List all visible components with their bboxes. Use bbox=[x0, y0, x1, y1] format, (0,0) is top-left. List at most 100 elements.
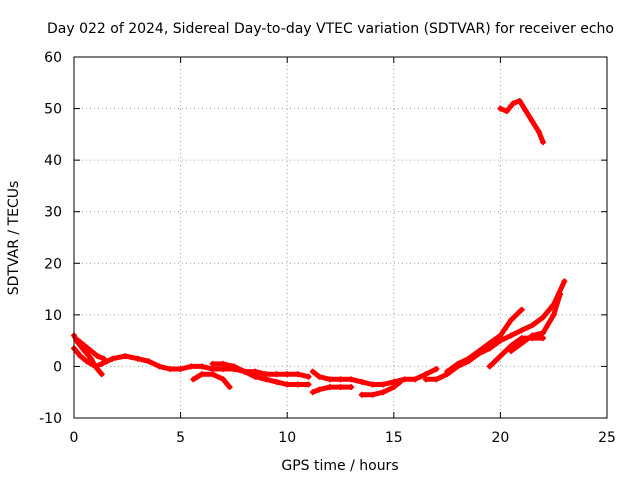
series-track-h bbox=[358, 378, 404, 398]
data-point bbox=[397, 378, 404, 385]
data-point bbox=[88, 355, 95, 362]
data-point bbox=[390, 384, 397, 391]
x-tick-label: 25 bbox=[598, 430, 616, 446]
data-point bbox=[540, 329, 547, 336]
data-point bbox=[518, 335, 525, 342]
data-point bbox=[134, 355, 141, 362]
data-point bbox=[497, 337, 504, 344]
x-tick-label: 15 bbox=[385, 430, 403, 446]
data-point bbox=[122, 353, 129, 360]
data-point bbox=[358, 378, 365, 385]
series-track-f bbox=[309, 366, 440, 388]
data-point bbox=[412, 376, 419, 383]
data-point bbox=[497, 105, 504, 112]
data-point bbox=[166, 366, 173, 373]
data-point bbox=[348, 384, 355, 391]
data-point bbox=[309, 389, 316, 396]
series-track-g bbox=[309, 384, 355, 396]
data-point bbox=[305, 381, 312, 388]
data-point bbox=[557, 291, 564, 298]
x-tick-label: 20 bbox=[491, 430, 509, 446]
data-point bbox=[486, 340, 493, 347]
data-point bbox=[252, 373, 259, 380]
series-track-e bbox=[209, 360, 312, 388]
chart-title: Day 022 of 2024, Sidereal Day-to-day VTE… bbox=[47, 21, 614, 37]
x-tick-label: 0 bbox=[70, 430, 79, 446]
data-point bbox=[98, 371, 105, 378]
data-point bbox=[337, 384, 344, 391]
data-point bbox=[220, 366, 227, 373]
data-point bbox=[508, 342, 515, 349]
data-point bbox=[486, 345, 493, 352]
data-point bbox=[508, 317, 515, 324]
data-point bbox=[98, 360, 105, 367]
x-axis-label: GPS time / hours bbox=[281, 458, 398, 474]
y-axis-label: SDTVAR / TECUs bbox=[6, 181, 22, 296]
data-point bbox=[83, 358, 90, 365]
data-point bbox=[444, 368, 451, 375]
data-point bbox=[518, 327, 525, 334]
data-point bbox=[81, 342, 88, 349]
data-point bbox=[561, 278, 568, 285]
data-point bbox=[75, 337, 82, 344]
data-point bbox=[540, 139, 547, 146]
data-point bbox=[177, 366, 184, 373]
data-point bbox=[497, 353, 504, 360]
data-point bbox=[145, 358, 152, 365]
y-tick-label: 10 bbox=[44, 308, 62, 324]
data-point bbox=[294, 371, 301, 378]
data-point bbox=[241, 368, 248, 375]
data-point bbox=[209, 371, 216, 378]
data-point bbox=[230, 363, 237, 370]
y-tick-label: 60 bbox=[44, 50, 62, 66]
data-point bbox=[529, 118, 536, 125]
data-point bbox=[535, 128, 542, 135]
data-point bbox=[209, 366, 216, 373]
data-point bbox=[550, 311, 557, 318]
data-point bbox=[209, 360, 216, 367]
data-point bbox=[348, 376, 355, 383]
data-point bbox=[465, 355, 472, 362]
data-point bbox=[433, 366, 440, 373]
data-point bbox=[156, 363, 163, 370]
plot-frame bbox=[73, 56, 608, 419]
data-point bbox=[262, 371, 269, 378]
data-point bbox=[369, 391, 376, 398]
data-point bbox=[309, 368, 316, 375]
data-point bbox=[508, 332, 515, 339]
data-point bbox=[88, 347, 95, 354]
series-track-c bbox=[75, 337, 107, 362]
data-point bbox=[305, 373, 312, 380]
data-point bbox=[190, 376, 197, 383]
data-point bbox=[401, 376, 408, 383]
series-track-j bbox=[444, 306, 525, 375]
data-point bbox=[198, 371, 205, 378]
x-tick-label: 10 bbox=[278, 430, 296, 446]
data-point bbox=[510, 100, 517, 107]
data-point bbox=[273, 378, 280, 385]
data-point bbox=[508, 347, 515, 354]
y-tick-label: 0 bbox=[53, 359, 62, 375]
data-point bbox=[522, 108, 529, 115]
data-point bbox=[518, 340, 525, 347]
series-track-k bbox=[486, 335, 547, 370]
axis-ticks: 0 5 10 15 20 25 -10 0 10 20 30 40 50 60 bbox=[39, 50, 616, 446]
data-point bbox=[94, 353, 101, 360]
data-point bbox=[529, 322, 536, 329]
data-point bbox=[100, 355, 107, 362]
data-point bbox=[422, 371, 429, 378]
data-point bbox=[77, 353, 84, 360]
data-point bbox=[540, 314, 547, 321]
y-tick-label: -10 bbox=[39, 411, 62, 427]
data-point bbox=[109, 355, 116, 362]
data-point bbox=[516, 97, 523, 104]
series-line-track-m bbox=[497, 98, 546, 145]
y-tick-label: 30 bbox=[44, 205, 62, 221]
data-point bbox=[316, 386, 323, 393]
data-point bbox=[284, 371, 291, 378]
data-point bbox=[326, 376, 333, 383]
data-point bbox=[316, 373, 323, 380]
data-point bbox=[380, 389, 387, 396]
